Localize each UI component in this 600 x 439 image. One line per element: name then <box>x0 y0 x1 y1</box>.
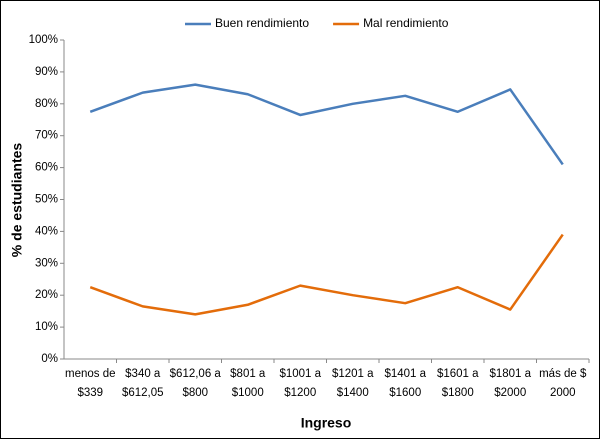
y-tick-label: 60% <box>35 162 58 174</box>
x-tick-label: $1800 <box>442 387 474 399</box>
x-tick-label: menos de <box>65 368 116 380</box>
x-tick-label: $340 a <box>125 368 161 380</box>
legend-label: Buen rendimiento <box>215 16 309 30</box>
x-tick-label: $800 <box>182 387 208 399</box>
y-tick-label: 40% <box>35 225 58 237</box>
y-tick-label: 70% <box>35 130 58 142</box>
y-axis-title: % de estudiantes <box>9 143 25 258</box>
y-tick-label: 100% <box>29 34 58 46</box>
series-line <box>89 83 564 166</box>
x-tick-label: $2000 <box>494 387 526 399</box>
y-tick-label: 90% <box>35 66 58 78</box>
series-line <box>89 233 564 316</box>
x-tick-label: $1201 a <box>332 368 374 380</box>
x-tick-label: $1600 <box>389 387 421 399</box>
y-tick-label: 0% <box>41 353 58 365</box>
x-tick-label: $612,06 a <box>170 368 222 380</box>
x-tick-label: $339 <box>77 387 103 399</box>
y-tick-label: 10% <box>35 321 58 333</box>
x-tick-label: 2000 <box>550 387 576 399</box>
y-tick-label: 80% <box>35 98 58 110</box>
x-tick-label: $1801 a <box>489 368 531 380</box>
x-tick-label: más de $ <box>539 368 587 380</box>
y-tick-label: 30% <box>35 257 58 269</box>
y-tick-label: 50% <box>35 194 58 206</box>
legend-label: Mal rendimiento <box>363 16 449 30</box>
y-tick-label: 20% <box>35 289 58 301</box>
x-tick-label: $1401 a <box>384 368 426 380</box>
x-tick-label: $612,05 <box>122 387 164 399</box>
x-tick-label: $801 a <box>230 368 266 380</box>
x-tick-label: $1200 <box>284 387 316 399</box>
x-tick-label: $1400 <box>337 387 369 399</box>
x-axis-title: Ingreso <box>301 415 352 431</box>
x-tick-label: $1001 a <box>279 368 321 380</box>
x-tick-label: $1601 a <box>437 368 479 380</box>
x-tick-label: $1000 <box>232 387 264 399</box>
